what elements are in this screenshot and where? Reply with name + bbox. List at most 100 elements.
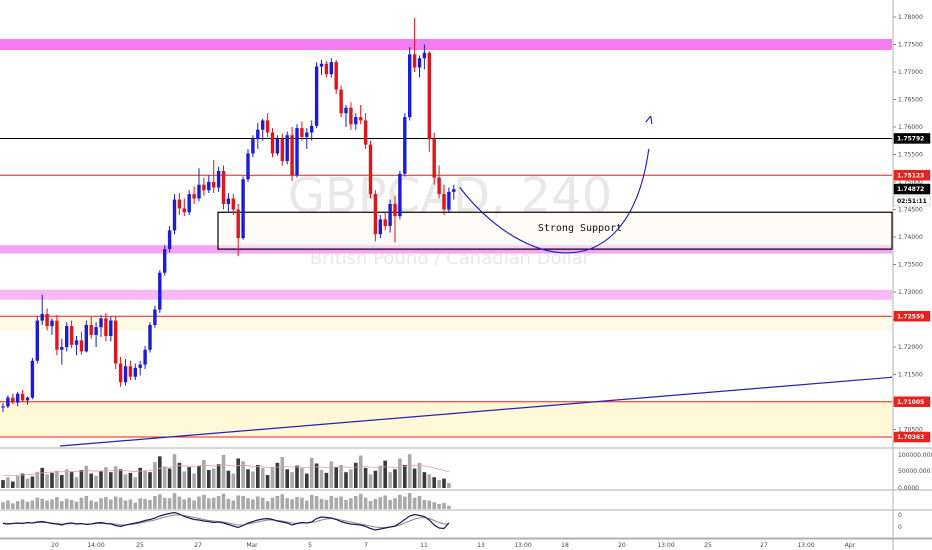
indicator2-bar xyxy=(358,493,363,509)
volume-bar xyxy=(388,472,392,488)
candle-body xyxy=(123,366,128,383)
volume-bar xyxy=(202,459,206,488)
candle-body xyxy=(339,89,343,114)
price-tag-box xyxy=(893,311,931,322)
indicator2-bar xyxy=(363,497,368,509)
volume-bar xyxy=(99,471,103,488)
indicator2-bar xyxy=(89,500,93,509)
indicator2-bar xyxy=(182,499,187,509)
price-tick-label: 1.75500 xyxy=(898,152,923,159)
indicator2-bar xyxy=(35,497,40,509)
time-tick-label: 27 xyxy=(194,542,202,549)
indicator2-bar xyxy=(260,497,265,509)
indicator2-bar xyxy=(79,497,84,509)
volume-bar xyxy=(89,473,93,488)
indicator2-bar xyxy=(354,495,358,509)
time-tick-label: 18 xyxy=(561,542,569,549)
indicator2-bar xyxy=(172,493,177,509)
candle-body xyxy=(412,54,417,68)
price-tag-label: 1.72559 xyxy=(897,313,924,320)
candle-body xyxy=(207,182,211,191)
candle-body xyxy=(329,62,333,75)
indicator2-bar xyxy=(290,499,294,509)
indicator2-bar xyxy=(270,497,275,509)
volume-bar xyxy=(94,475,98,488)
indicator2-bar xyxy=(319,498,324,509)
indicator2-bar xyxy=(133,502,138,509)
indicator2-bar xyxy=(162,497,167,509)
price-tick-label: 1.73000 xyxy=(898,289,923,296)
volume-bar xyxy=(295,465,299,488)
support-layer: Strong Support xyxy=(217,211,893,250)
candle-body xyxy=(344,107,348,114)
indicator2-bar xyxy=(236,495,240,509)
indicator2-bar xyxy=(123,500,128,509)
candle-body xyxy=(305,132,309,137)
support-label: Strong Support xyxy=(538,223,622,234)
candle-body xyxy=(11,397,15,403)
volume-bar xyxy=(15,475,20,488)
indicator3-tick-label: 0 xyxy=(898,512,902,519)
price-tags: 1.75792 1.75123 1.74872 02:51:11 1.72559 1.71… xyxy=(893,133,931,443)
volume-bar xyxy=(270,467,275,488)
indicator2-bar xyxy=(314,495,319,509)
candle-body xyxy=(89,325,93,335)
price-tick-label: 1.77000 xyxy=(898,69,923,76)
indicator2-bar xyxy=(216,495,221,509)
indicator2-bar xyxy=(187,497,191,509)
candle-body xyxy=(226,198,231,204)
time-tick-label: 27 xyxy=(760,542,768,549)
volume-bar xyxy=(182,471,187,488)
trendline-layer xyxy=(59,376,893,447)
price-tag-label: 02:51:11 xyxy=(897,198,927,205)
support-box xyxy=(217,211,893,250)
volume-bar xyxy=(118,469,123,488)
volume-bar xyxy=(167,468,172,488)
candle-body xyxy=(261,120,265,130)
indicator2-bar xyxy=(143,498,147,509)
volume-bar xyxy=(133,477,138,488)
candle-body xyxy=(422,52,427,59)
indicator2-bar xyxy=(265,501,270,509)
volume-bar xyxy=(290,472,294,488)
candle-body xyxy=(177,199,182,209)
volume-bar xyxy=(432,477,436,488)
indicator2-bar xyxy=(368,501,373,509)
time-tick-label: Mar xyxy=(246,542,258,549)
candle-body xyxy=(148,325,152,350)
oscillator-main-line xyxy=(2,511,450,531)
indicator2-bar xyxy=(74,501,79,509)
volume-tick-label: 100000.000 xyxy=(898,452,932,459)
price-tag-box xyxy=(893,133,931,144)
volume-bar xyxy=(265,475,270,488)
candle-body xyxy=(50,320,54,327)
volume-bar xyxy=(324,472,329,488)
indicator2-bar xyxy=(207,498,211,509)
indicator2-bar xyxy=(60,501,64,509)
indicator2-bar xyxy=(241,495,245,509)
indicator2-bar xyxy=(275,495,280,509)
candle-body xyxy=(275,139,280,154)
price-tick-label: 1.74500 xyxy=(898,207,923,214)
indicator2-bar xyxy=(118,497,123,509)
indicator2-bar xyxy=(442,502,446,509)
candle-body xyxy=(202,184,206,191)
volume-bar xyxy=(442,478,446,488)
indicator2-bar xyxy=(398,494,402,509)
candles xyxy=(1,18,456,412)
candle-body xyxy=(182,208,186,213)
volume-bar xyxy=(55,470,59,488)
candle-body xyxy=(79,340,84,352)
candle-body xyxy=(138,364,142,368)
volume-bar xyxy=(104,467,108,488)
price-tick-label: 1.76000 xyxy=(898,124,923,131)
indicator2-bar xyxy=(1,502,5,509)
volume-bar xyxy=(45,474,49,488)
volume-bar xyxy=(25,478,30,488)
indicator2-bar xyxy=(349,498,353,509)
price-tag-box xyxy=(893,431,931,443)
indicator2-bar xyxy=(324,499,329,509)
indicator2-bar xyxy=(447,505,451,509)
